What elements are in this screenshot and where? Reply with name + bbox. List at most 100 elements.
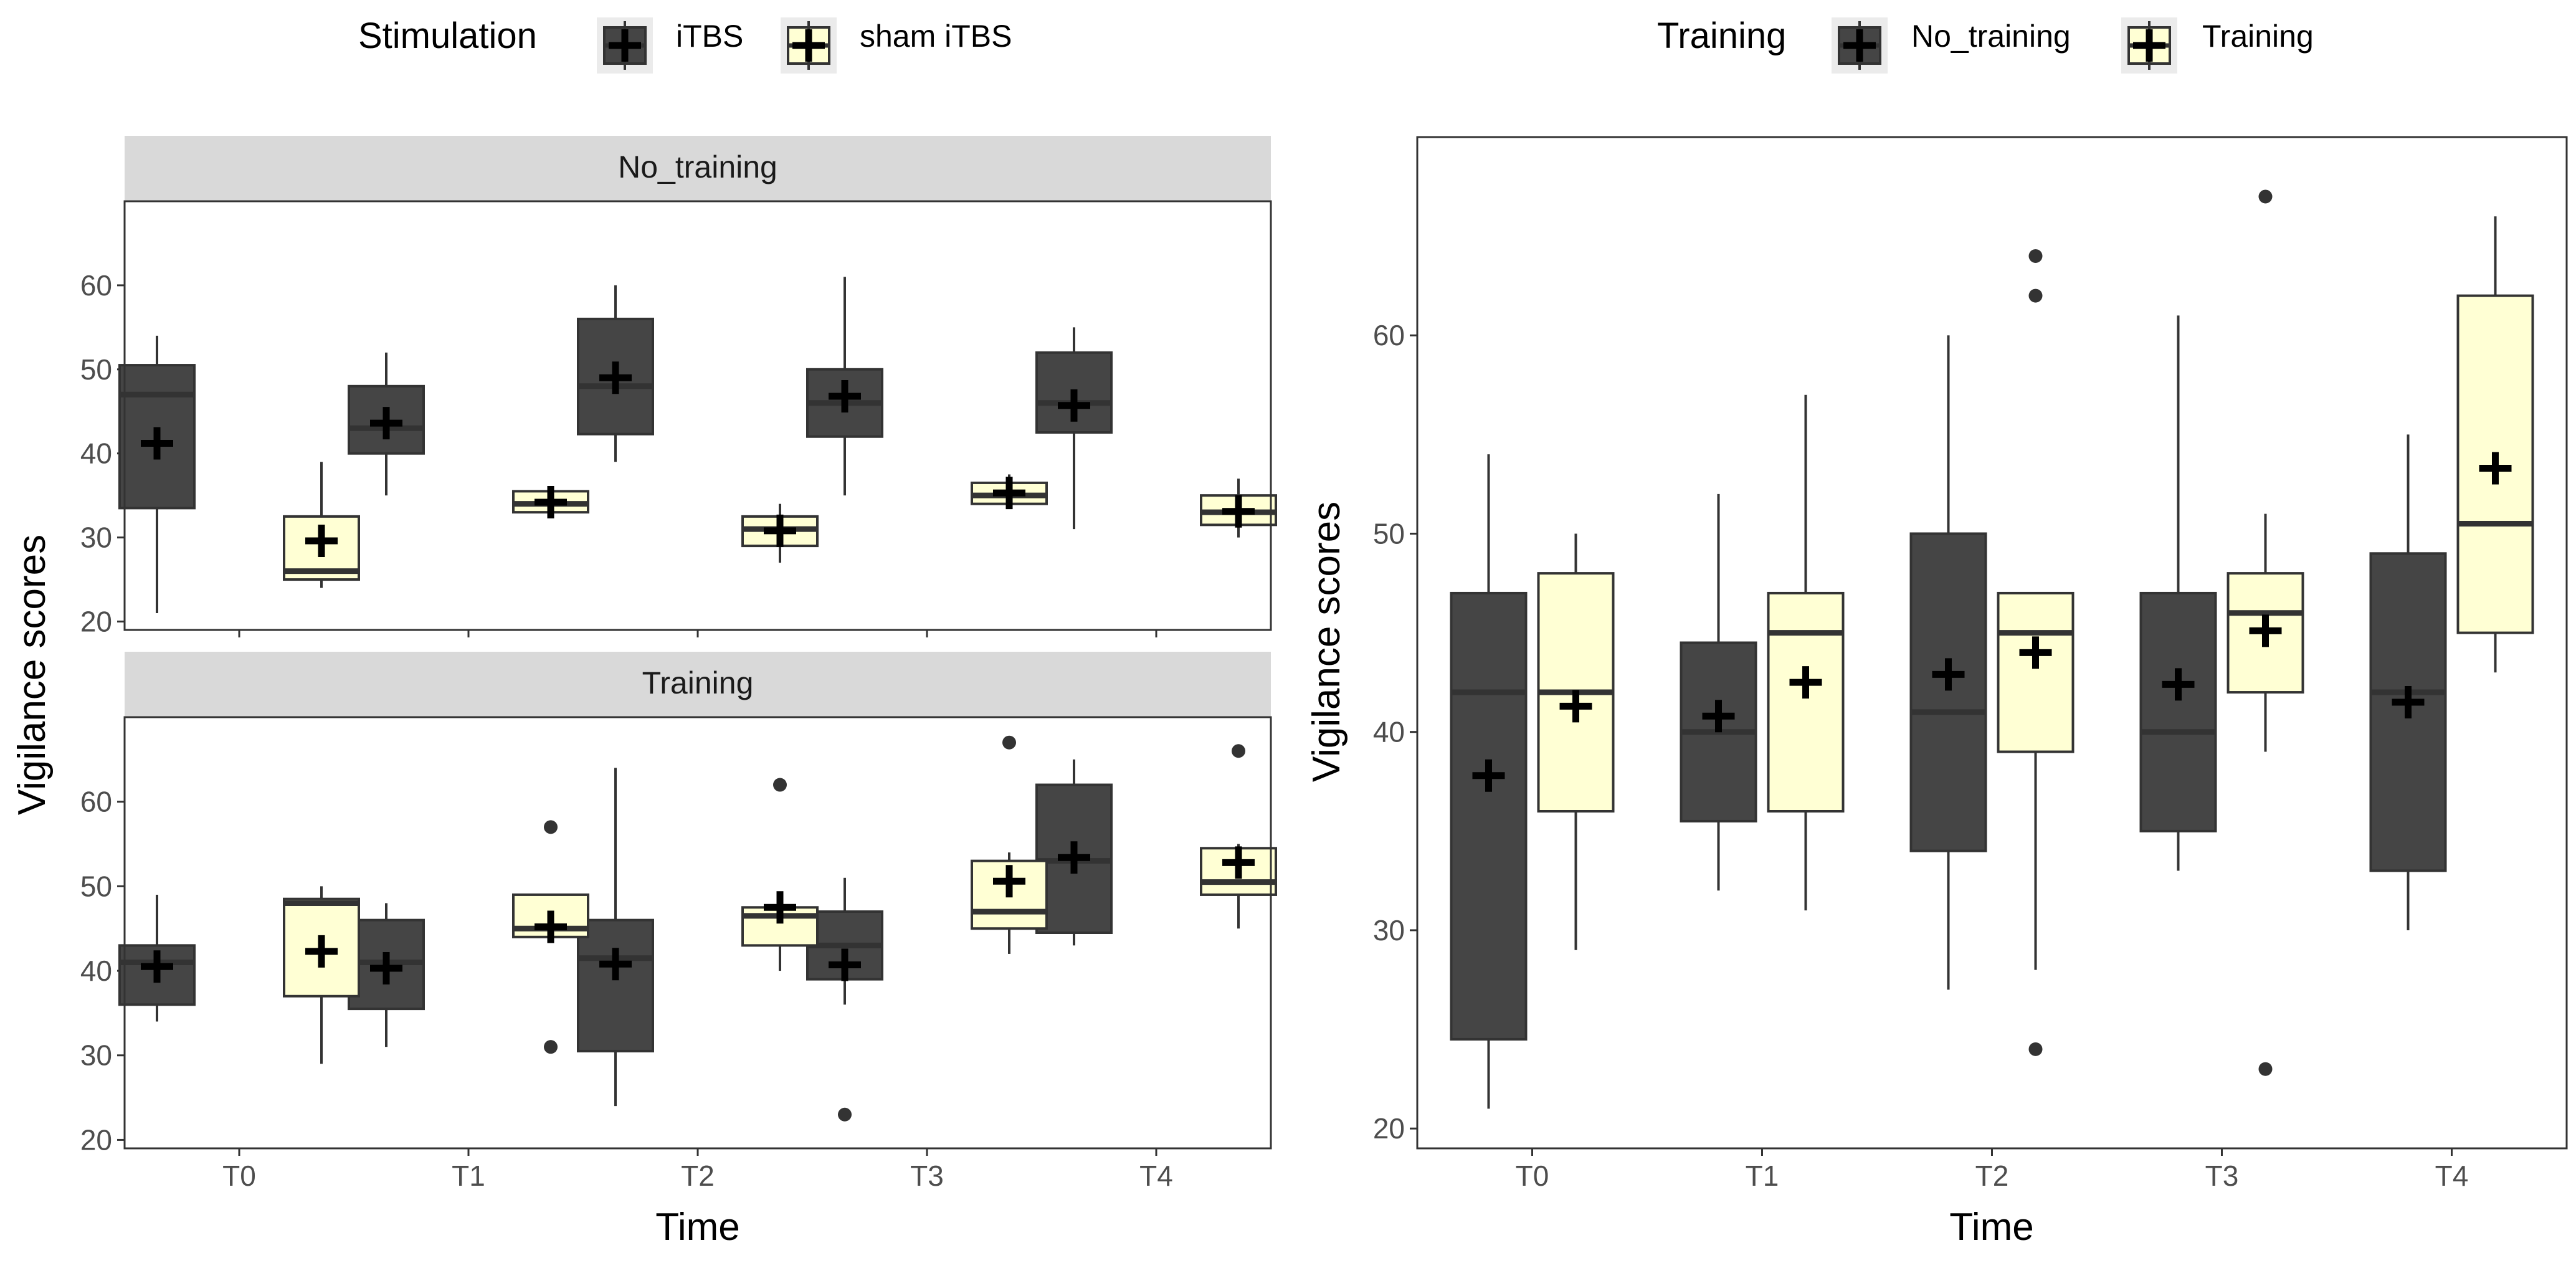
left-legend: Stimulation iTBS sham iTBS: [358, 16, 1012, 74]
left-legend-label-sham: sham iTBS: [860, 19, 1012, 54]
left-training-ytick-label-20: 20: [80, 1123, 112, 1156]
left-no-training-sham-itbs-t0-box: [283, 462, 360, 588]
left-training-itbs-t2-mean: [599, 948, 632, 981]
right-no-training-t1-mean: [1702, 700, 1735, 733]
left-no-training-sham-itbs-t1-box: [512, 485, 589, 518]
right-training-t3-box: [2227, 189, 2304, 1076]
left-training-itbs-t4-mean: [1058, 841, 1090, 874]
left-training-itbs-t3-outlier-0: [838, 1107, 852, 1122]
right-training-t1-box: [1767, 394, 1845, 911]
left-training-sham-itbs-t1-mean: [535, 910, 567, 943]
right-no-training-t2-box: [1909, 335, 1987, 990]
right-training-t4-box: [2456, 216, 2534, 673]
left-training-sham-itbs-t3-mean: [993, 865, 1025, 898]
right-ytick-label-40: 40: [1373, 716, 1405, 748]
right-ytick-label-50: 50: [1373, 517, 1405, 550]
right-x-axis-title: Time: [1949, 1206, 2033, 1249]
right-no-training-t3-iqr: [2139, 591, 2217, 832]
left-training-itbs-t3-mean: [829, 948, 861, 981]
left-no-training-ytick-label-50: 50: [80, 353, 112, 386]
left-training-sham-itbs-t0-mean: [305, 935, 338, 968]
left-no-training-ytick-label-30: 30: [80, 522, 112, 554]
right-no-training-t0-box: [1450, 454, 1528, 1109]
left-training-sham-itbs-t1-outlier-1: [544, 1040, 558, 1054]
right-legend-key-mean-no-training: [1843, 29, 1876, 62]
left-training-ytick-label-50: 50: [80, 870, 112, 902]
right-xtick-label-t1: T1: [1746, 1160, 1779, 1192]
left-training-xtick-label-t2: T2: [681, 1160, 715, 1192]
right-training-t4-mean: [2479, 452, 2512, 485]
left-no-training-itbs-t4-box: [1035, 327, 1113, 530]
left-training-xtick-label-t3: T3: [910, 1160, 944, 1192]
left-panel-no-training: 20 30 40 50 60: [80, 269, 1277, 638]
right-panel-border: [1416, 136, 2568, 1150]
right-no-training-t3-box: [2139, 315, 2217, 871]
right-training-t1-iqr: [1767, 591, 1845, 813]
right-legend-key-no-training: [1832, 17, 1888, 74]
right-training-t3-mean: [2249, 614, 2282, 647]
left-no-training-sham-itbs-t0-mean: [305, 525, 338, 558]
right-training-t2-box: [1997, 249, 2075, 1056]
left-panel-training-border: [123, 716, 1272, 1150]
left-no-training-itbs-t0-box: [118, 335, 196, 614]
left-no-training-itbs-t3-mean: [829, 379, 861, 412]
left-training-itbs-t0-mean: [141, 950, 173, 983]
left-no-training-itbs-t0-mean: [141, 427, 173, 460]
right-training-t4-iqr: [2456, 294, 2534, 634]
left-training-sham-itbs-t1-box: [512, 820, 589, 1054]
right-no-training-t0-mean: [1472, 759, 1505, 792]
left-training-sham-itbs-t4-box: [1200, 744, 1277, 929]
left-training-xtick-label-t4: T4: [1139, 1160, 1173, 1192]
left-no-training-sham-itbs-t4-mean: [1222, 495, 1255, 528]
left-no-training-itbs-t4-mean: [1058, 389, 1090, 422]
left-no-training-itbs-t2-box: [577, 285, 654, 462]
right-no-training-t2-iqr: [1909, 532, 1987, 852]
right-ytick-label-30: 30: [1373, 914, 1405, 946]
left-no-training-sham-itbs-t3-box: [971, 474, 1048, 510]
left-no-training-sham-itbs-t3-mean: [993, 477, 1025, 510]
left-training-sham-itbs-t2-mean: [764, 891, 796, 924]
left-chart: Stimulation iTBS sham iTBS No_training T…: [11, 16, 1277, 1249]
right-no-training-t4-mean: [2392, 685, 2425, 718]
left-training-sham-itbs-t4-mean: [1222, 846, 1255, 879]
right-training-t2-outlier-2: [2028, 1042, 2043, 1056]
right-training-t2-mean: [2019, 636, 2052, 669]
right-xtick-label-t4: T4: [2435, 1160, 2469, 1192]
left-training-itbs-t0-box: [118, 894, 196, 1022]
right-legend-key-mean-training: [2133, 29, 2165, 62]
left-training-sham-itbs-t0-box: [283, 886, 360, 1064]
left-no-training-sham-itbs-t1-mean: [535, 485, 567, 518]
right-training-t0-box: [1537, 533, 1615, 950]
left-no-training-itbs-t1-mean: [370, 407, 402, 440]
left-training-xtick-label-t1: T1: [452, 1160, 485, 1192]
right-no-training-t3-mean: [2162, 668, 2195, 701]
right-panel: 20 30 40 50 60 T0 T1 T2 T3 T4: [1373, 189, 2534, 1192]
left-no-training-sham-itbs-t2-box: [741, 503, 819, 563]
left-no-training-sham-itbs-t4-box: [1200, 479, 1277, 538]
facet-strip-training: [125, 652, 1271, 717]
left-training-itbs-t3-box: [806, 877, 883, 1122]
facet-strip-no-training: [125, 136, 1271, 201]
left-no-training-ytick-label-60: 60: [80, 269, 112, 302]
right-y-axis-title: Vigilance scores: [1305, 502, 1348, 782]
left-training-ytick-label-40: 40: [80, 955, 112, 987]
left-legend-label-itbs: iTBS: [676, 19, 743, 54]
left-training-itbs-t1-mean: [370, 951, 402, 984]
left-no-training-itbs-t2-iqr: [577, 317, 654, 436]
right-legend: Training No_training Training: [1657, 16, 2314, 74]
left-no-training-itbs-t2-mean: [599, 361, 632, 394]
left-training-itbs-t2-box: [577, 768, 654, 1107]
left-panel-no-training-border: [123, 200, 1272, 631]
left-x-axis-title: Time: [655, 1206, 739, 1249]
facet-strip-label-no-training: No_training: [618, 150, 777, 184]
right-legend-title: Training: [1657, 16, 1786, 56]
left-training-sham-itbs-t2-box: [741, 778, 819, 971]
left-training-itbs-t2-iqr: [577, 918, 654, 1052]
left-legend-title: Stimulation: [358, 16, 537, 56]
right-legend-label-no-training: No_training: [1911, 19, 2071, 54]
left-training-sham-itbs-t3-box: [971, 735, 1048, 954]
left-training-sham-itbs-t1-outlier-0: [544, 820, 558, 834]
left-training-xtick-label-t0: T0: [222, 1160, 256, 1192]
left-training-itbs-t1-box: [348, 903, 425, 1047]
